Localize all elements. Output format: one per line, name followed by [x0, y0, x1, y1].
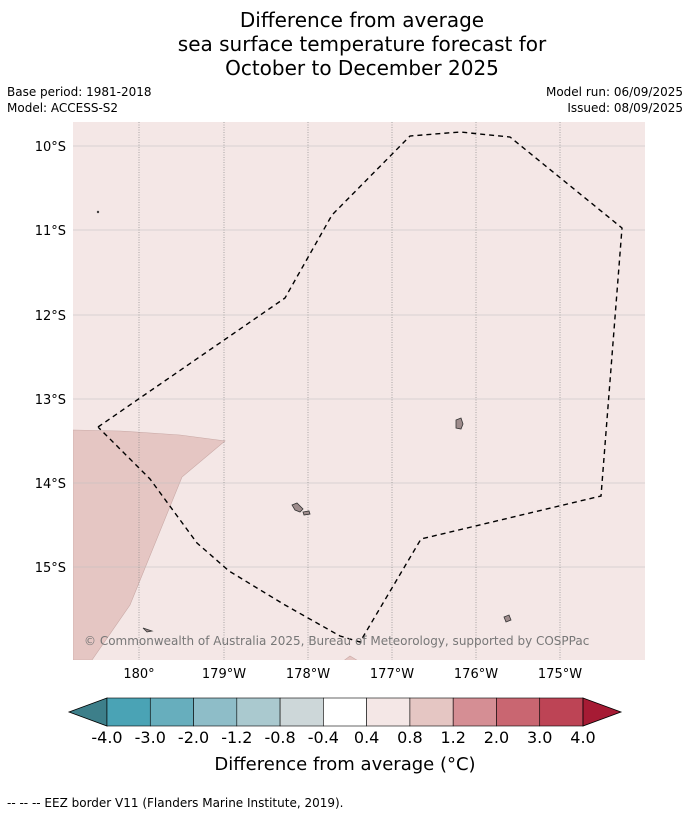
colorbar-tick-label: 0.8: [397, 728, 422, 747]
title-line: Difference from average: [239, 8, 485, 32]
colorbar-tick-label: -1.2: [221, 728, 252, 747]
map-title: Difference from average sea surface temp…: [0, 8, 690, 80]
colorbar-segment: [149, 697, 194, 727]
colorbar-segment: [193, 697, 238, 727]
colorbar-label: Difference from average (°C): [214, 754, 476, 775]
colorbar-tick-label: -0.4: [308, 728, 339, 747]
island-east: [455, 417, 464, 430]
colorbar-segment: [236, 697, 281, 727]
islet-north-west: [96, 210, 100, 214]
lon-label: 178°W: [286, 667, 330, 682]
colorbar-segment: [539, 697, 584, 727]
eez-legend: -- -- -- EEZ border V11 (Flanders Marine…: [7, 796, 344, 810]
lat-label: 14°S: [35, 477, 66, 492]
longitude-labels: 180° 179°W 178°W 177°W 176°W 175°W: [123, 667, 582, 682]
title-line: October to December 2025: [225, 56, 499, 80]
lon-label: 177°W: [370, 667, 414, 682]
colorbar-tick-label: -3.0: [135, 728, 166, 747]
colorbar-segment: [366, 697, 411, 727]
map-background: [73, 122, 645, 660]
island-south-west: [142, 627, 154, 633]
colorbar-tick-label: 3.0: [527, 728, 552, 747]
warm-anomaly-region-small: [344, 655, 358, 660]
colorbar-tick-label: 4.0: [570, 728, 595, 747]
colorbar-tick-label: -0.8: [264, 728, 295, 747]
colorbar: -4.0 -3.0 -2.0 -1.2 -0.8 -0.4 0.4 0.8 1.2 2.0 3.0 4…: [67, 697, 623, 747]
colorbar-extend-high: [582, 697, 623, 727]
island-central: [291, 502, 304, 513]
eez-border: [97, 131, 623, 643]
longitude-gridlines: [138, 122, 561, 660]
colorbar-segment: [496, 697, 541, 727]
lat-label: 10°S: [35, 140, 66, 155]
colorbar-tick-label: 0.4: [354, 728, 379, 747]
copyright-text: © Commonwealth of Australia 2025, Bureau…: [84, 634, 589, 648]
colorbar-tick-label: -4.0: [91, 728, 122, 747]
lon-label: 175°W: [538, 667, 582, 682]
colorbar-segment: [323, 697, 367, 727]
meta-right: Model run: 06/09/2025 Issued: 08/09/2025: [546, 84, 683, 116]
colorbar-tick-label: 1.2: [440, 728, 465, 747]
colorbar-tick-label: 2.0: [484, 728, 509, 747]
lon-label: 180°: [123, 667, 154, 682]
colorbar-extend-low: [67, 697, 108, 727]
colorbar-segment: [106, 697, 151, 727]
island-central-small: [302, 510, 311, 516]
model-run: Model run: 06/09/2025: [545, 85, 683, 99]
lat-label: 15°S: [35, 561, 66, 576]
colorbar-segment: [452, 697, 497, 727]
colorbar-tick-label: -2.0: [178, 728, 209, 747]
base-period: Base period: 1981-2018: [7, 85, 152, 99]
latitude-gridlines: [73, 145, 645, 568]
islands: [96, 210, 512, 633]
colorbar-segment: [279, 697, 324, 727]
lat-label: 12°S: [35, 309, 66, 324]
meta-left: Base period: 1981-2018 Model: ACCESS-S2: [7, 84, 152, 116]
island-south-east: [503, 614, 512, 623]
title-line: sea surface temperature forecast for: [177, 32, 547, 56]
latitude-labels: 10°S 11°S 12°S 13°S 14°S 15°S: [35, 140, 66, 576]
lat-label: 11°S: [35, 224, 66, 239]
warm-anomaly-region: [73, 429, 226, 660]
model-name: Model: ACCESS-S2: [7, 101, 119, 115]
map-panel: © Commonwealth of Australia 2025, Bureau…: [73, 122, 645, 660]
colorbar-segment: [409, 697, 454, 727]
lon-label: 176°W: [454, 667, 498, 682]
lat-label: 13°S: [35, 393, 66, 408]
lon-label: 179°W: [202, 667, 246, 682]
issued-date: Issued: 08/09/2025: [567, 101, 683, 115]
